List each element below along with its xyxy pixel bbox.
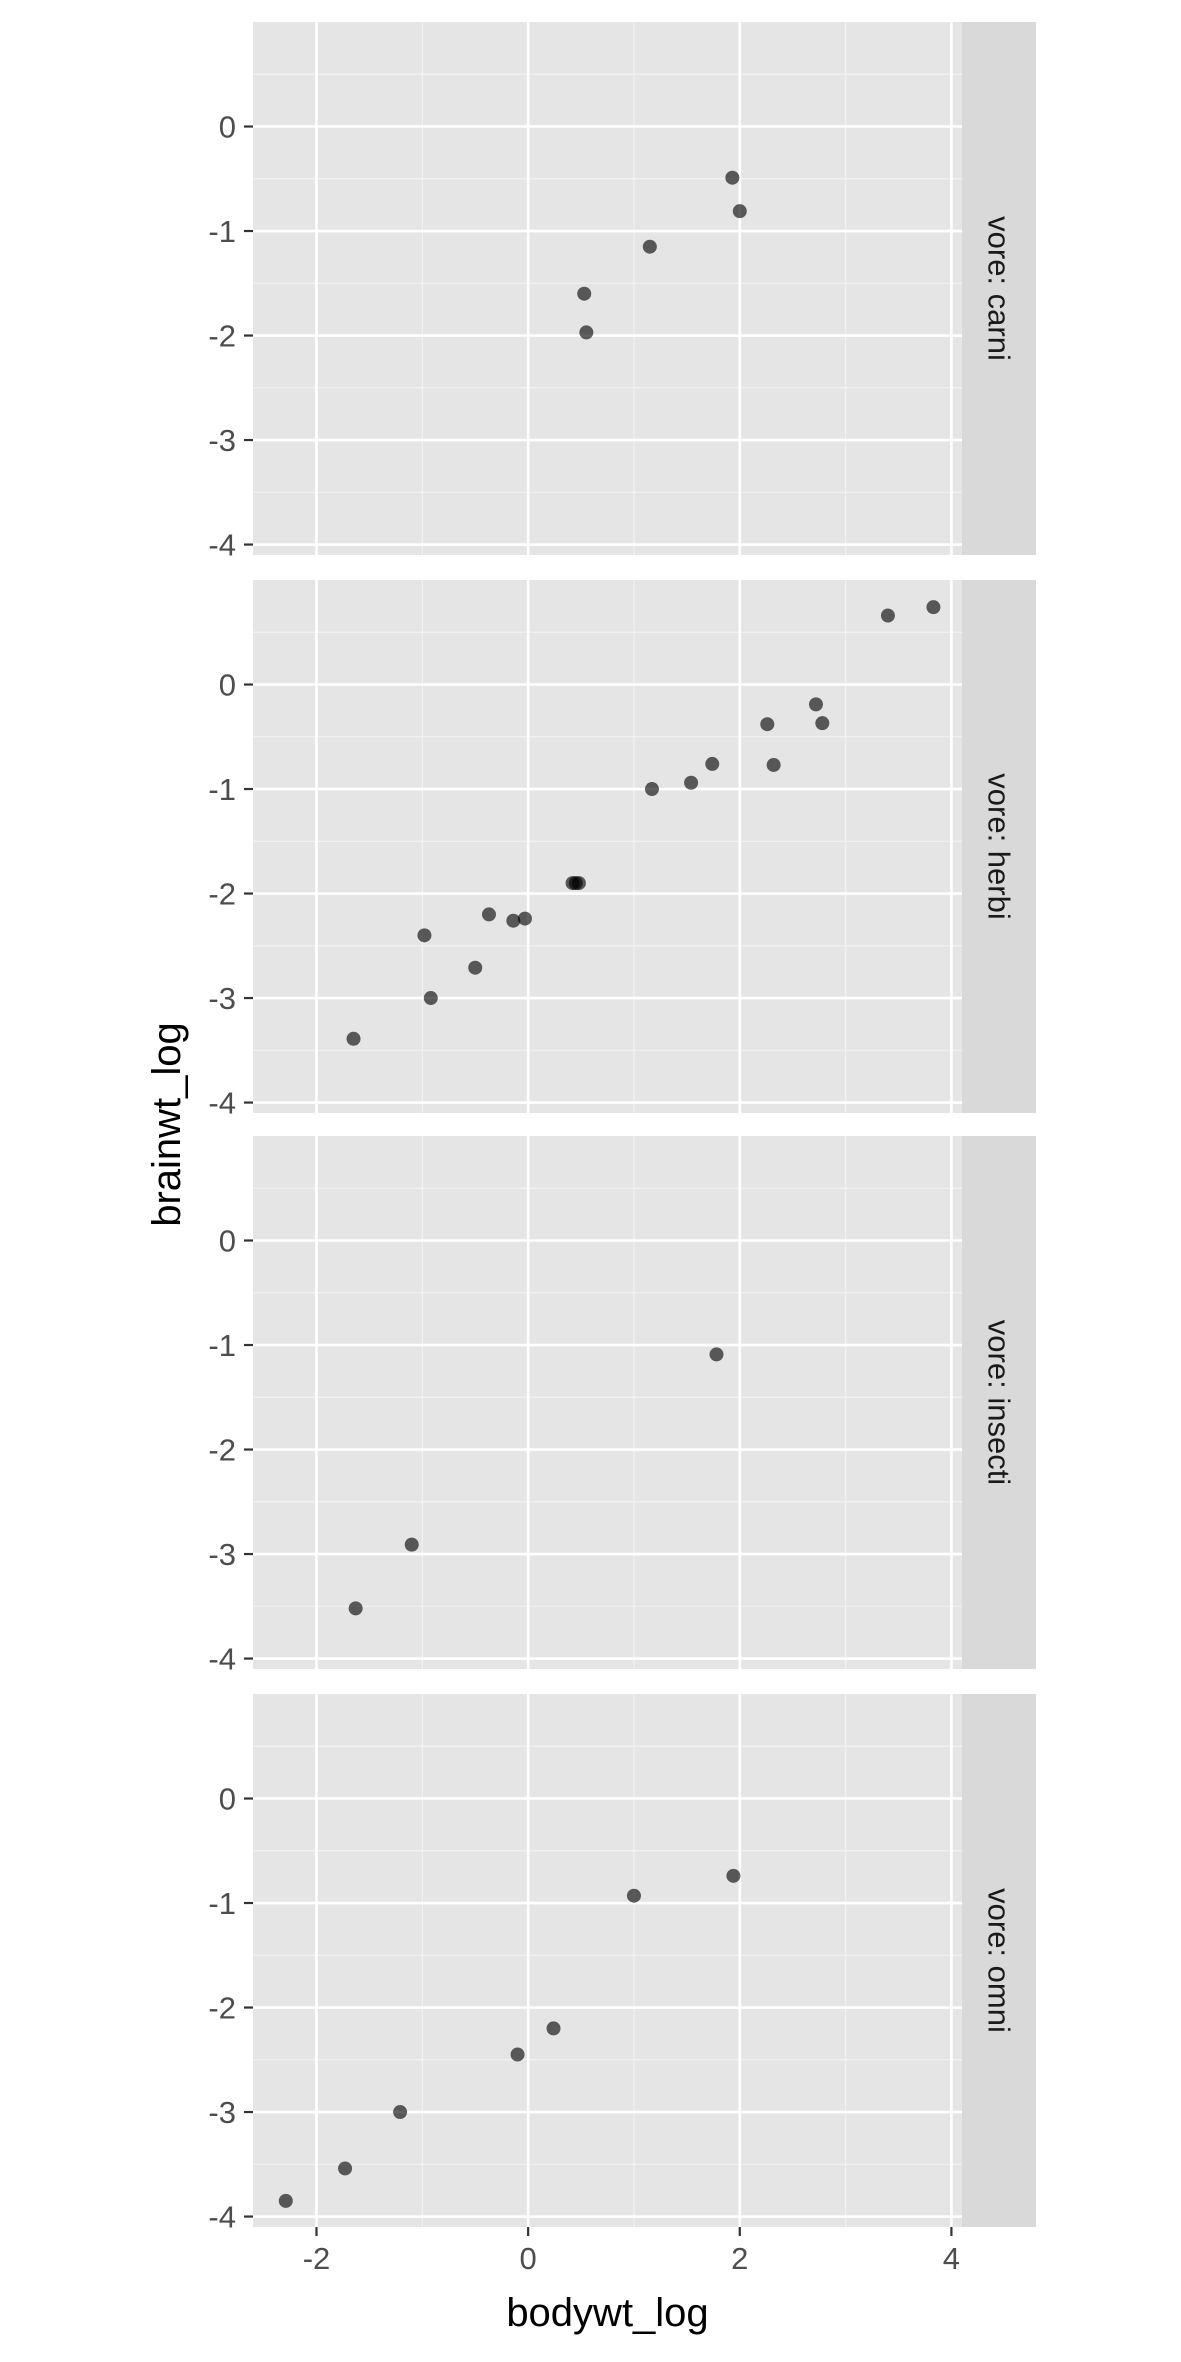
data-point — [577, 286, 592, 301]
y-tick-label: -2 — [208, 1433, 236, 1468]
y-tick-label: -2 — [208, 319, 236, 354]
y-tick-label: -2 — [208, 1991, 236, 2026]
facet-strip-label: vore: insecti — [982, 1320, 1017, 1485]
panels-group: 0 -1 -2 -3 -4 vore: carni 0 -1 -2 -3 -4 vore: herbi… — [208, 22, 1036, 2276]
data-point — [338, 2161, 353, 2176]
data-point — [468, 960, 483, 975]
data-point — [571, 876, 586, 891]
data-point — [423, 991, 438, 1006]
data-point — [880, 608, 895, 623]
y-tick-label: 0 — [219, 110, 236, 145]
data-point — [506, 913, 521, 928]
panel-3: 0 -1 -2 -3 -4 vore: insecti — [208, 1136, 1036, 1677]
data-point — [705, 756, 720, 771]
panel-background — [253, 580, 962, 1113]
data-point — [732, 204, 747, 219]
y-tick-label: -3 — [208, 2095, 236, 2130]
data-point — [626, 1888, 641, 1903]
data-point — [510, 2047, 525, 2062]
panel-background — [253, 1136, 962, 1669]
x-axis-title: bodywt_log — [506, 2291, 708, 2335]
data-point — [642, 239, 657, 254]
y-tick-label: -4 — [208, 2200, 236, 2235]
data-point — [644, 782, 659, 797]
x-tick-label: 4 — [943, 2241, 960, 2276]
y-tick-label: -3 — [208, 423, 236, 458]
y-tick-label: -1 — [208, 772, 236, 807]
data-point — [709, 1347, 724, 1362]
y-axis-title: brainwt_log — [145, 1022, 189, 1227]
data-point — [417, 928, 432, 943]
y-tick-label: -4 — [208, 1642, 236, 1677]
facet-strip-label: vore: herbi — [982, 773, 1017, 919]
facet-strip — [962, 22, 1036, 555]
x-tick-label: 0 — [520, 2241, 537, 2276]
data-point — [725, 170, 740, 185]
x-tick-label: -2 — [303, 2241, 331, 2276]
data-point — [926, 600, 941, 615]
panel-1: 0 -1 -2 -3 -4 vore: carni — [208, 22, 1036, 563]
data-point — [726, 1868, 741, 1883]
y-tick-label: -1 — [208, 1328, 236, 1363]
data-point — [684, 775, 699, 790]
data-point — [766, 757, 781, 772]
y-tick-label: -2 — [208, 877, 236, 912]
data-point — [760, 717, 775, 732]
y-tick-label: -4 — [208, 1086, 236, 1121]
data-point — [808, 697, 823, 712]
data-point — [346, 1031, 361, 1046]
data-point — [404, 1537, 419, 1552]
y-tick-label: -4 — [208, 528, 236, 563]
facet-strip-label: vore: omni — [982, 1888, 1017, 2033]
panel-4: 0 -1 -2 -3 -4 vore: omni — [208, 1694, 1036, 2235]
data-point — [481, 907, 496, 922]
data-point — [579, 325, 594, 340]
data-point — [517, 911, 532, 926]
data-point — [348, 1601, 363, 1616]
data-point — [546, 2021, 561, 2036]
y-tick-label: -1 — [208, 214, 236, 249]
y-tick-label: 0 — [219, 668, 236, 703]
facet-strip-label: vore: carni — [982, 216, 1017, 361]
panel-background — [253, 1694, 962, 2227]
y-tick-label: 0 — [219, 1782, 236, 1817]
x-tick-label: 2 — [731, 2241, 748, 2276]
facet-strip — [962, 1694, 1036, 2227]
data-point — [815, 716, 830, 731]
y-tick-label: -1 — [208, 1886, 236, 1921]
facet-strip — [962, 1136, 1036, 1669]
y-tick-label: -3 — [208, 1537, 236, 1572]
panel-background — [253, 22, 962, 555]
facet-strip — [962, 580, 1036, 1113]
y-tick-label: -3 — [208, 981, 236, 1016]
y-tick-label: 0 — [219, 1224, 236, 1259]
data-point — [278, 2193, 293, 2208]
panel-2: 0 -1 -2 -3 -4 vore: herbi — [208, 580, 1036, 1121]
data-point — [393, 2105, 408, 2120]
